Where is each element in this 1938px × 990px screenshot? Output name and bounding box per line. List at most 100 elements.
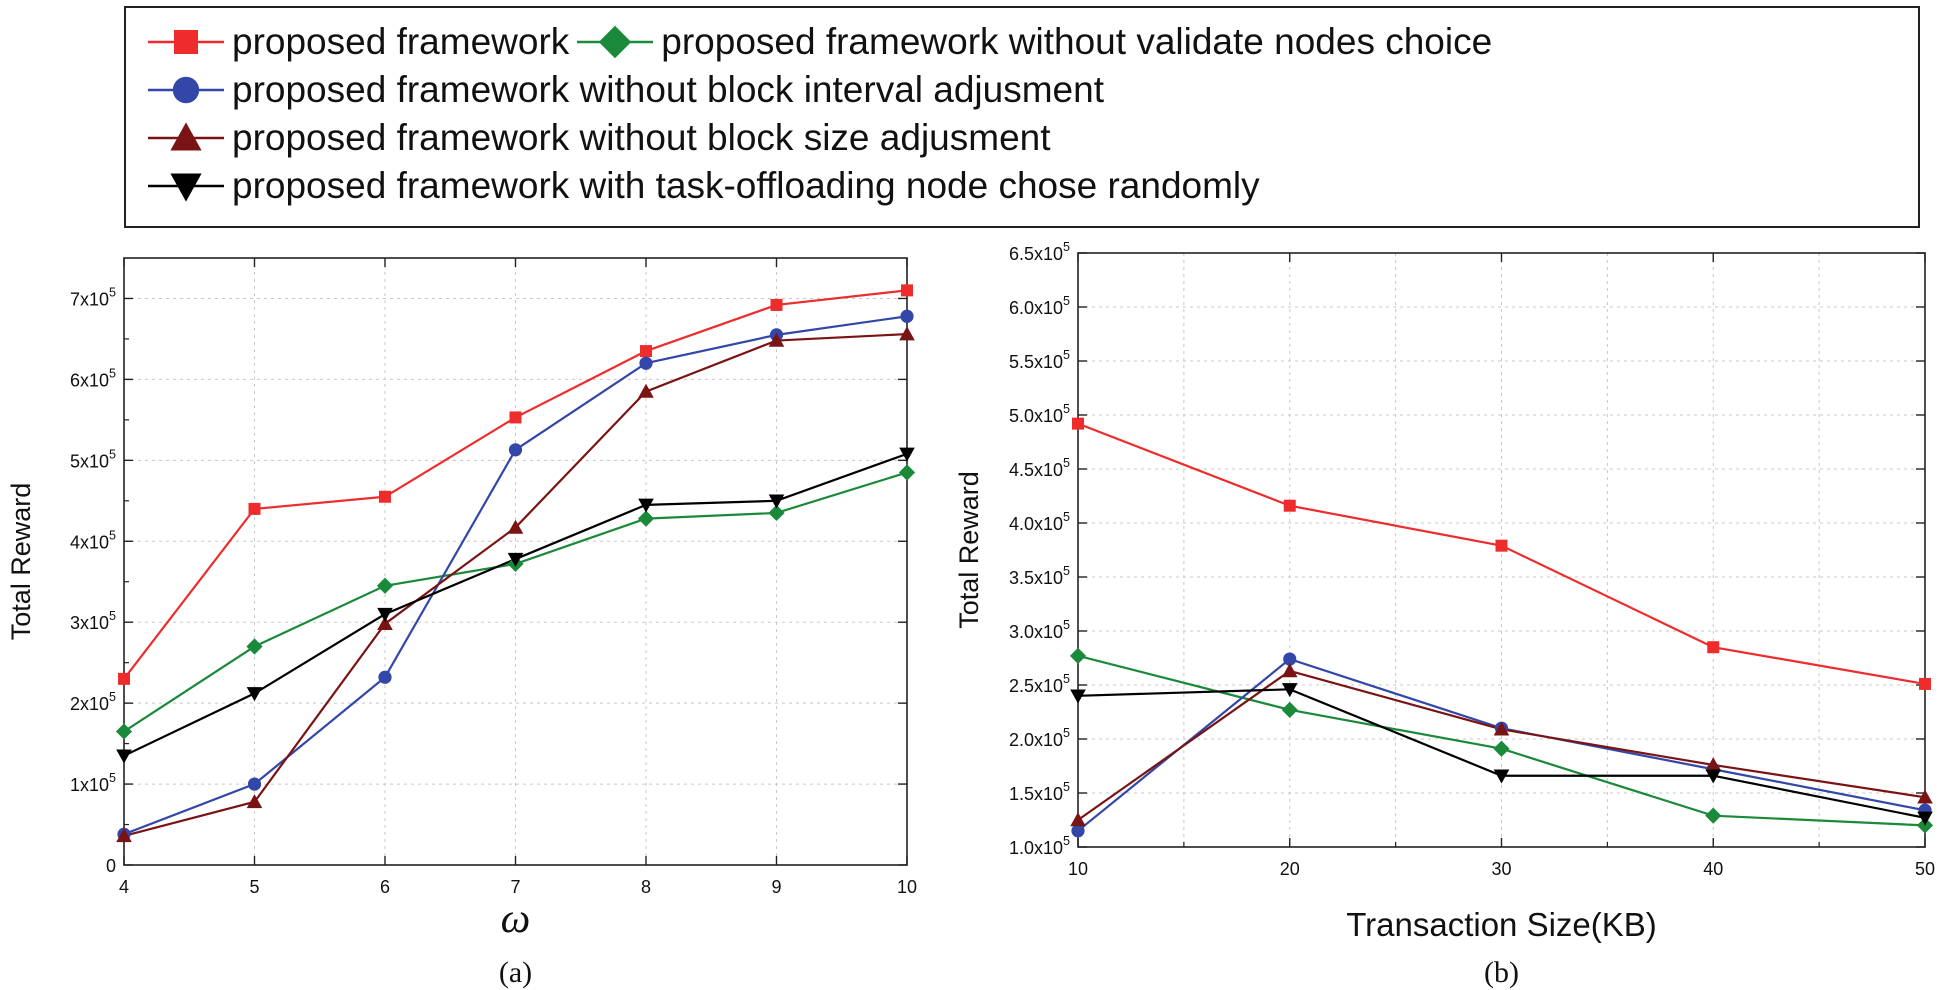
y-tick-exponent: 5 (109, 447, 116, 461)
data-point-triangle-up (768, 332, 785, 347)
legend-row: proposed framework with task-offloading … (146, 164, 1266, 208)
x-axis-label: Transaction Size(KB) (1346, 906, 1657, 943)
data-point-square (118, 672, 130, 685)
x-tick-label: 20 (1280, 859, 1300, 879)
data-point-diamond (1493, 740, 1510, 757)
data-point-square (379, 490, 391, 503)
data-point-square (1919, 677, 1931, 690)
y-axis-label: Total Reward (954, 471, 984, 629)
data-point-square (901, 284, 913, 297)
data-point-diamond (1705, 807, 1722, 824)
legend-item-proposed-framework-with-task-offloading-node-chose-randomly: proposed framework with task-offloading … (146, 165, 1260, 207)
data-point-square (770, 298, 783, 311)
y-tick-label: 6.5x105 (1009, 240, 1070, 264)
data-point-circle (378, 670, 392, 684)
y-tick-label: 1.0x105 (1009, 834, 1070, 858)
data-point-triangle-up (1070, 812, 1086, 827)
legend-label: proposed framework (232, 21, 570, 62)
y-tick-mantissa: 1x10 (70, 775, 109, 795)
y-tick-exponent: 5 (1063, 402, 1070, 416)
y-tick-exponent: 5 (109, 690, 116, 704)
data-point-circle (508, 443, 523, 457)
y-tick-mantissa: 3x10 (70, 613, 109, 633)
data-point-triangle-down (1281, 683, 1298, 698)
data-point-triangle-down (377, 607, 393, 622)
x-tick-label: 30 (1491, 859, 1511, 879)
data-point-circle (900, 309, 914, 323)
y-tick-mantissa: 6x10 (70, 370, 109, 390)
y-tick-mantissa: 2.5x10 (1009, 676, 1063, 696)
y-tick-label: 7x105 (70, 285, 116, 309)
y-tick-mantissa: 5.0x10 (1009, 406, 1063, 426)
x-tick-label: 9 (771, 877, 781, 897)
legend-swatch (148, 30, 224, 54)
data-point-square (1707, 641, 1720, 654)
y-tick-mantissa: 5x10 (70, 451, 109, 471)
y-tick-label: 6x105 (70, 366, 116, 390)
data-point-square (1283, 499, 1296, 512)
data-point-triangle-down (768, 494, 785, 509)
y-tick-label: 3.0x105 (1009, 618, 1070, 642)
data-point-diamond (115, 723, 133, 740)
y-tick-label: 5x105 (70, 447, 116, 471)
data-point-square (509, 411, 522, 424)
legend-row: proposed framework proposed framework wit… (146, 20, 1498, 64)
x-tick-label: 10 (1068, 859, 1088, 879)
data-point-triangle-up (1281, 663, 1298, 678)
x-tick-label: 4 (119, 877, 129, 897)
y-tick-mantissa: 3.0x10 (1009, 622, 1063, 642)
data-point-triangle-up (377, 616, 393, 631)
data-point-triangle-down (638, 498, 654, 513)
legend-swatch (148, 173, 224, 202)
legend-swatch (577, 25, 654, 59)
legend-marker-triangle-up-icon (170, 122, 202, 151)
y-tick-mantissa: 4.0x10 (1009, 514, 1063, 534)
y-tick-mantissa: 4x10 (70, 532, 109, 552)
data-point-diamond (1281, 701, 1298, 718)
y-tick-label: 5.0x105 (1009, 402, 1070, 426)
y-tick-mantissa: 2.0x10 (1009, 730, 1063, 750)
data-point-triangle-down (1705, 769, 1722, 784)
data-point-diamond (768, 504, 785, 522)
y-tick-exponent: 5 (1063, 510, 1070, 524)
legend-item-proposed-framework-without-block-interval-adjusment: proposed framework without block interva… (146, 69, 1104, 111)
data-point-triangle-down (899, 447, 915, 462)
data-point-diamond (898, 464, 916, 481)
y-tick-exponent: 5 (1063, 456, 1070, 470)
y-tick-exponent: 5 (1063, 240, 1070, 254)
legend-marker-square-icon (174, 30, 198, 54)
data-point-square (248, 502, 261, 515)
y-tick-exponent: 5 (1063, 348, 1070, 362)
data-point-triangle-down (1917, 811, 1933, 826)
y-tick-label: 5.5x105 (1009, 348, 1070, 372)
y-tick-label: 6.0x105 (1009, 294, 1070, 318)
legend-label: proposed framework without block size ad… (232, 117, 1051, 158)
data-point-diamond (246, 638, 263, 655)
series-line-proposed-framework-without-block-size-adjusment (123, 332, 908, 837)
legend-marker-diamond-icon (599, 25, 632, 59)
y-tick-label: 2x105 (70, 690, 116, 714)
y-tick-mantissa: 5.5x10 (1009, 352, 1063, 372)
y-tick-mantissa: 7x10 (70, 289, 109, 309)
y-tick-exponent: 5 (1063, 780, 1070, 794)
y-tick-exponent: 5 (1063, 726, 1070, 740)
data-point-triangle-down (1070, 689, 1086, 704)
data-point-triangle-down (507, 552, 524, 567)
legend-item-proposed-framework-without-block-size-adjusment: proposed framework without block size ad… (146, 117, 1051, 159)
legend-label: proposed framework without validate node… (661, 21, 1493, 62)
chart-panel-a: 4 5 6 7 8 9 1001x1052x1053x1054x1055x1056x1057… (6, 257, 917, 989)
data-point-square (640, 345, 652, 358)
legend-item-proposed-framework: proposed framework (146, 21, 569, 63)
data-point-triangle-up (1917, 789, 1933, 804)
data-point-triangle-up (899, 326, 915, 341)
legend-swatch (148, 76, 224, 104)
y-tick-exponent: 5 (109, 609, 116, 623)
y-tick-mantissa: 1.0x10 (1009, 838, 1063, 858)
data-point-triangle-up (246, 794, 263, 809)
y-tick-exponent: 5 (109, 366, 116, 380)
data-point-triangle-down (1493, 769, 1510, 784)
legend-label: proposed framework with task-offloading … (232, 165, 1260, 206)
legend-row: proposed framework without block size ad… (146, 116, 1057, 160)
legend-swatch (148, 122, 224, 151)
